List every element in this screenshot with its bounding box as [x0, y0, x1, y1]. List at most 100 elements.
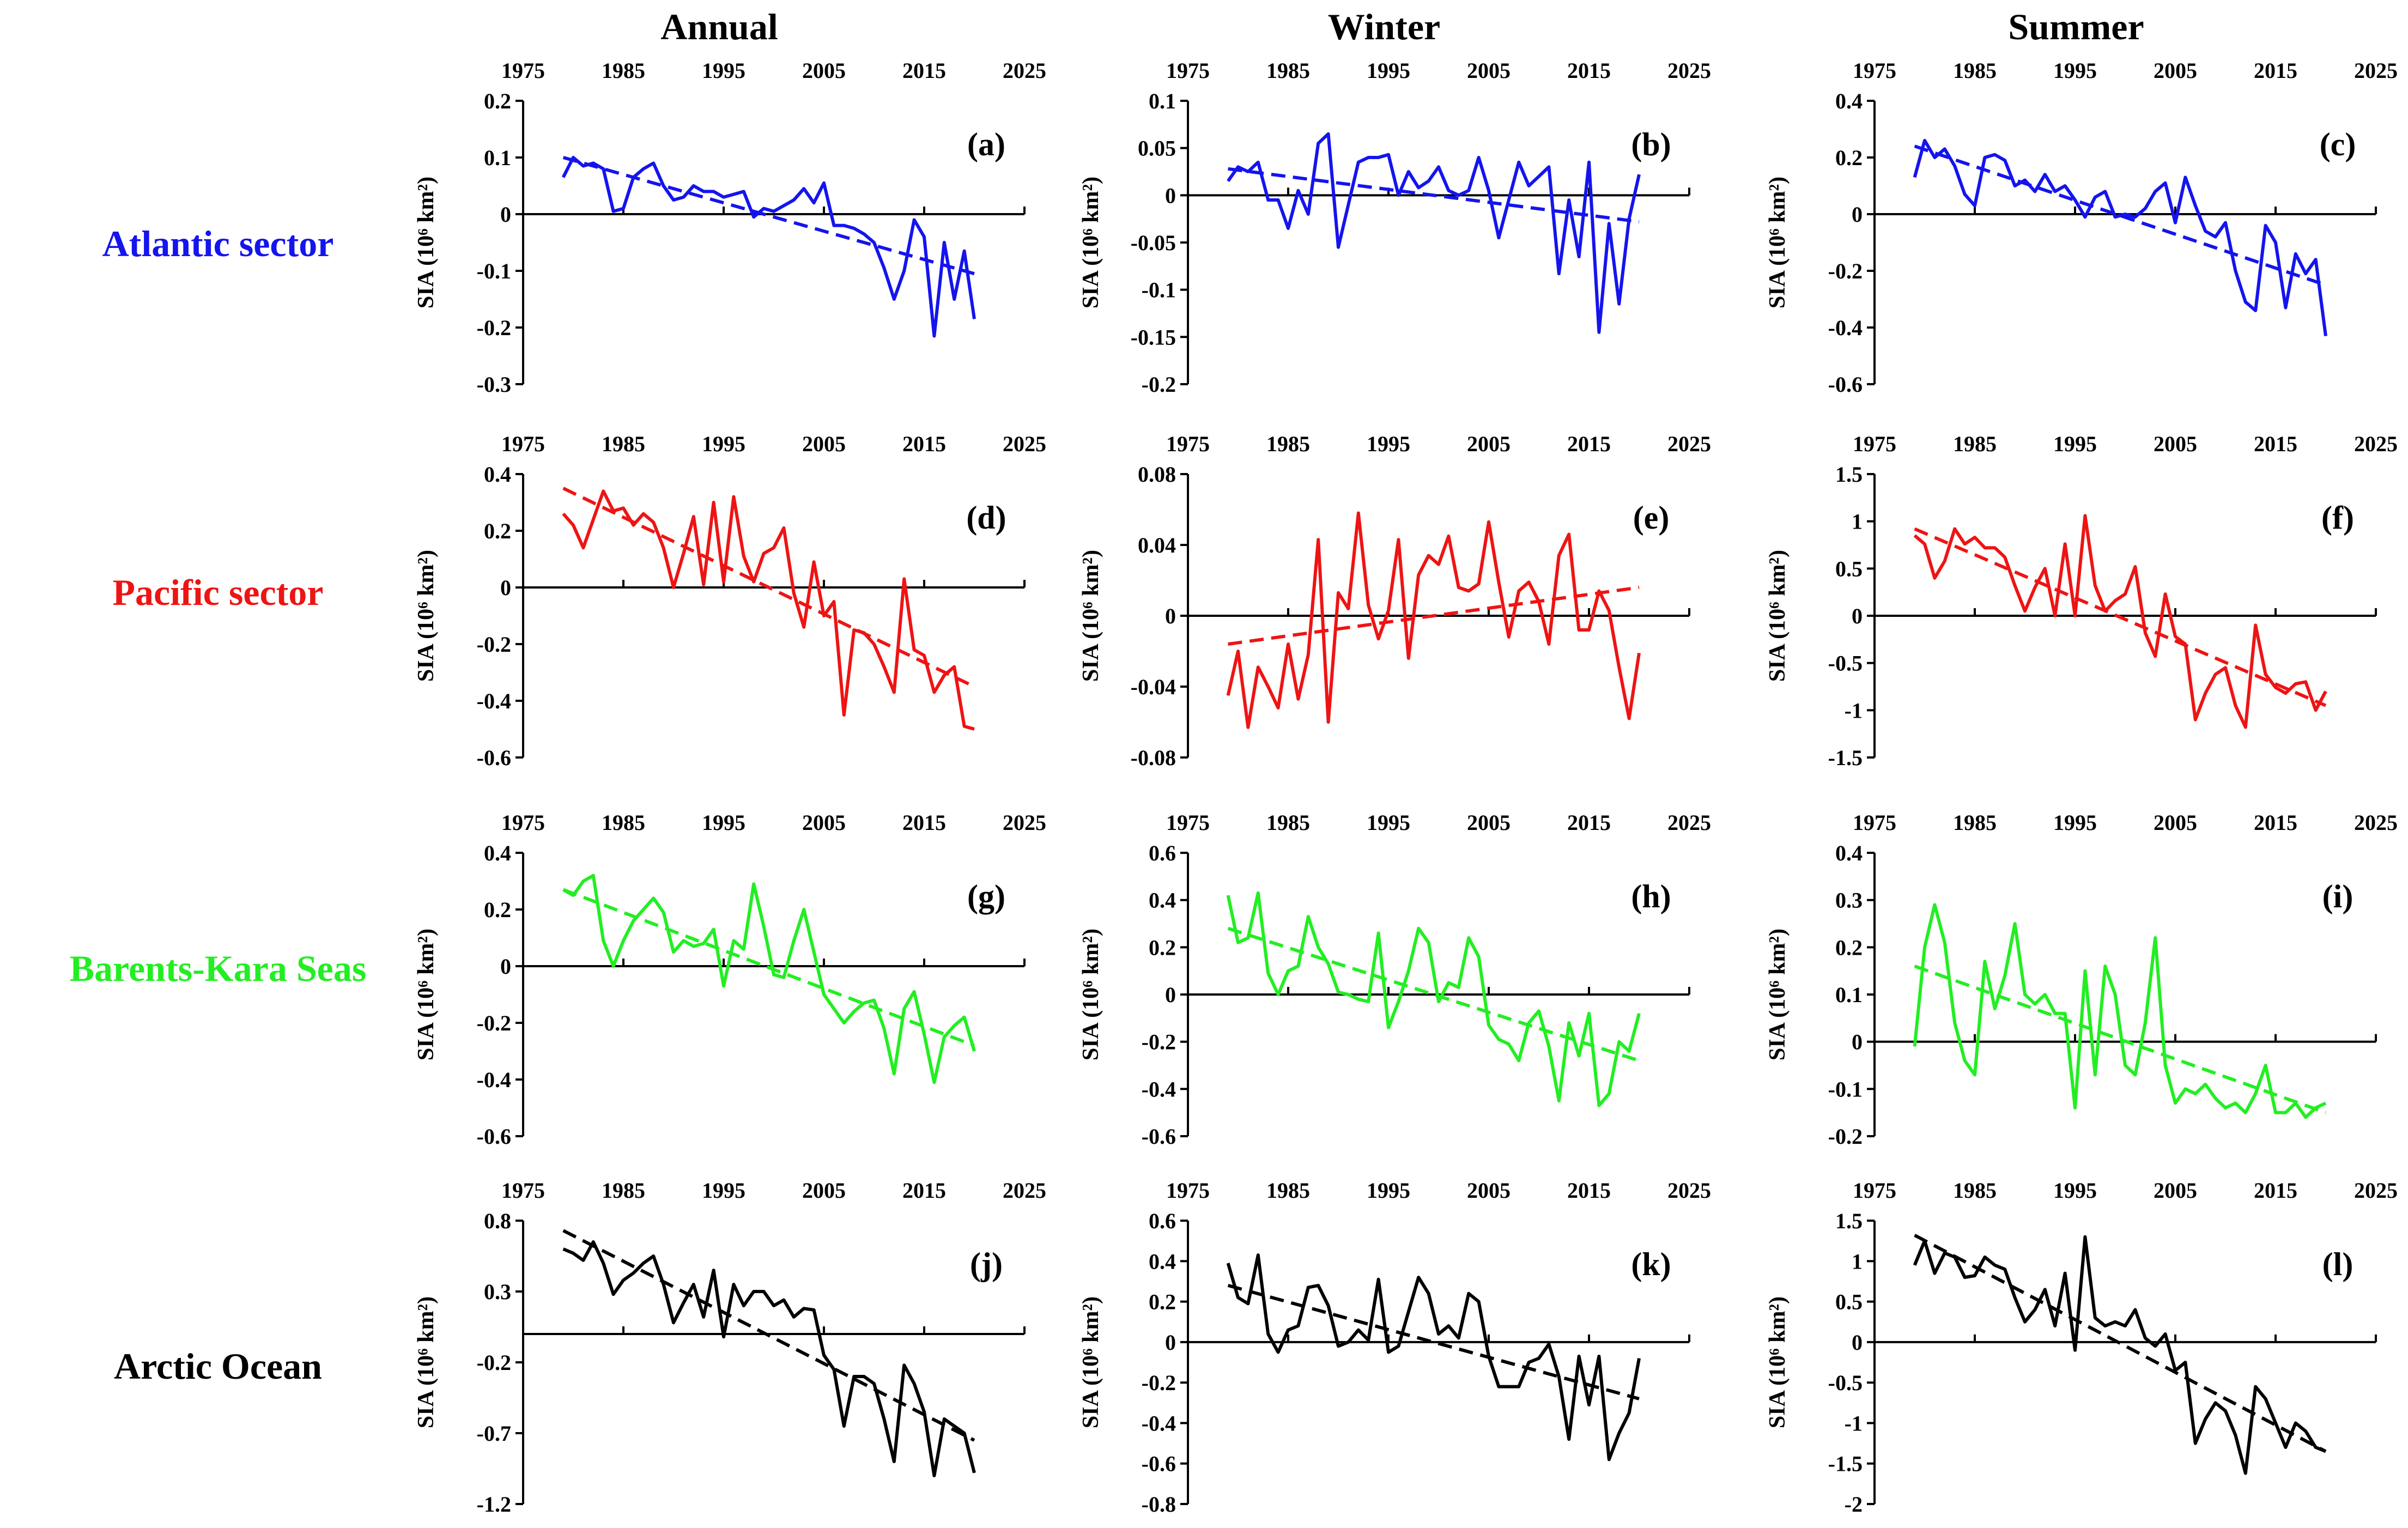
y-axis-label-b: SIA (10⁶ km²): [1078, 177, 1103, 308]
x-tick-label-d-5: 2025: [1003, 432, 1046, 456]
y-tick-label-l-5: -1: [1845, 1411, 1863, 1435]
y-tick-label-j-2: -0.2: [477, 1350, 511, 1375]
y-tick-label-a-5: -0.3: [477, 372, 511, 397]
x-tick-label-c-0: 1975: [1853, 58, 1896, 83]
y-tick-label-i-4: 0: [1852, 1030, 1863, 1054]
y-tick-label-c-0: 0.4: [1835, 89, 1863, 113]
x-tick-label-e-4: 2015: [1567, 432, 1611, 456]
y-tick-label-g-4: -0.4: [477, 1068, 511, 1092]
panel-label-a: (a): [967, 126, 1005, 162]
y-tick-label-g-0: 0.4: [484, 841, 511, 865]
y-tick-label-g-2: 0: [500, 954, 511, 979]
y-axis-label-j: SIA (10⁶ km²): [414, 1296, 439, 1428]
x-tick-label-b-0: 1975: [1166, 58, 1210, 83]
x-tick-label-h-3: 2005: [1467, 810, 1511, 835]
x-tick-label-i-3: 2005: [2154, 810, 2197, 835]
y-tick-label-h-0: 0.6: [1149, 841, 1176, 865]
x-tick-label-l-1: 1985: [1953, 1178, 1997, 1203]
series-line-c: [1913, 138, 2327, 336]
y-tick-label-b-2: 0: [1165, 183, 1176, 208]
x-tick-label-d-0: 1975: [501, 432, 545, 456]
x-tick-label-c-1: 1985: [1953, 58, 1997, 83]
x-tick-label-c-5: 2025: [2354, 58, 2398, 83]
y-tick-label-g-1: 0.2: [484, 898, 511, 922]
series-line-f: [1913, 514, 2327, 729]
y-tick-label-j-3: -0.7: [477, 1421, 511, 1446]
y-tick-label-d-4: -0.4: [477, 689, 511, 713]
x-tick-label-l-4: 2015: [2254, 1178, 2297, 1203]
x-tick-label-l-2: 1995: [2053, 1178, 2097, 1203]
x-tick-label-i-2: 1995: [2053, 810, 2097, 835]
y-tick-label-e-3: -0.04: [1131, 675, 1176, 699]
x-tick-label-a-3: 2005: [802, 58, 846, 83]
y-tick-label-b-4: -0.1: [1142, 278, 1176, 302]
y-tick-label-f-0: 1.5: [1835, 462, 1863, 487]
x-tick-label-h-1: 1985: [1266, 810, 1310, 835]
x-tick-label-b-5: 2025: [1667, 58, 1711, 83]
y-tick-label-l-0: 1.5: [1835, 1209, 1863, 1233]
y-tick-label-i-6: -0.2: [1828, 1124, 1863, 1149]
y-tick-label-j-0: 0.8: [484, 1209, 511, 1233]
panel-label-l: (l): [2322, 1246, 2354, 1282]
y-axis-label-d: SIA (10⁶ km²): [414, 550, 439, 682]
y-tick-label-b-3: -0.05: [1131, 231, 1176, 255]
row-title-barents-kara: Barents-Kara Seas: [70, 948, 367, 989]
x-tick-label-e-2: 1995: [1367, 432, 1410, 456]
panel-label-i: (i): [2322, 878, 2354, 914]
panel-e: 0.08 0.04 0 -0.04 -0.08 1975 1985 1995 2005 2015 2…: [1078, 432, 1711, 770]
panel-label-k: (k): [1631, 1246, 1671, 1282]
panel-h: 0.6 0.4 0.2 0 -0.2 -0.4 -0.6 1975 1985 1995 2005 20…: [1078, 810, 1711, 1149]
x-tick-label-b-2: 1995: [1367, 58, 1410, 83]
y-tick-label-h-6: -0.6: [1142, 1124, 1176, 1149]
x-tick-label-j-5: 2025: [1003, 1178, 1046, 1203]
panel-label-e: (e): [1633, 500, 1670, 536]
x-tick-label-j-0: 1975: [501, 1178, 545, 1203]
y-tick-label-e-1: 0.04: [1138, 533, 1176, 557]
y-tick-label-l-4: -0.5: [1828, 1371, 1863, 1395]
panel-label-c: (c): [2320, 126, 2356, 162]
panel-label-h: (h): [1631, 878, 1671, 914]
y-tick-label-h-4: -0.2: [1142, 1030, 1176, 1054]
x-tick-label-a-0: 1975: [501, 58, 545, 83]
x-tick-label-g-1: 1985: [602, 810, 645, 835]
x-tick-label-j-3: 2005: [802, 1178, 846, 1203]
x-tick-label-e-3: 2005: [1467, 432, 1511, 456]
y-axis-label-k: SIA (10⁶ km²): [1078, 1296, 1103, 1428]
y-tick-label-l-3: 0: [1852, 1330, 1863, 1355]
panel-l: 1.5 1 0.5 0 -0.5 -1 -1.5 -2 1975 1985 1995 2005 2015…: [1765, 1178, 2398, 1517]
panel-c: 0.4 0.2 0 -0.2 -0.4 -0.6 1975 1985 1995 2005 2015 2…: [1765, 58, 2398, 397]
y-tick-label-a-3: -0.1: [477, 259, 511, 283]
x-tick-label-h-0: 1975: [1166, 810, 1210, 835]
y-tick-label-f-5: -1: [1845, 698, 1863, 723]
x-tick-label-f-2: 1995: [2053, 432, 2097, 456]
x-tick-label-i-5: 2025: [2354, 810, 2398, 835]
series-line-k: [1226, 1253, 1641, 1462]
y-tick-label-c-5: -0.6: [1828, 372, 1863, 397]
y-tick-label-f-6: -1.5: [1828, 745, 1863, 770]
x-tick-label-b-1: 1985: [1266, 58, 1310, 83]
y-tick-label-h-3: 0: [1165, 983, 1176, 1007]
x-tick-label-c-2: 1995: [2053, 58, 2097, 83]
y-tick-label-g-3: -0.2: [477, 1011, 511, 1035]
panel-g: 0.4 0.2 0 -0.2 -0.4 -0.6 1975 1985 1995 2005 2015 2…: [414, 810, 1046, 1149]
x-tick-label-h-5: 2025: [1667, 810, 1711, 835]
x-tick-label-k-3: 2005: [1467, 1178, 1511, 1203]
panel-b: 0.1 0.05 0 -0.05 -0.1 -0.15 -0.2 1975 1985 1995 20…: [1078, 58, 1711, 397]
x-tick-label-e-1: 1985: [1266, 432, 1310, 456]
x-tick-label-c-3: 2005: [2154, 58, 2197, 83]
series-line-b: [1227, 132, 1641, 334]
panel-j: 0.8 0.3 -0.2 -0.7 -1.2 1975 1985 1995 2005 2015 20…: [414, 1178, 1046, 1517]
series-line-i: [1913, 903, 2327, 1119]
x-tick-label-g-2: 1995: [702, 810, 745, 835]
y-tick-label-e-0: 0.08: [1138, 462, 1176, 487]
series-line-h: [1226, 891, 1641, 1107]
x-tick-label-k-4: 2015: [1567, 1178, 1611, 1203]
y-tick-label-b-6: -0.2: [1142, 372, 1176, 397]
y-axis-label-f: SIA (10⁶ km²): [1765, 550, 1790, 682]
x-tick-label-a-2: 1995: [702, 58, 745, 83]
x-tick-label-j-2: 1995: [702, 1178, 745, 1203]
y-tick-label-i-3: 0.1: [1835, 983, 1863, 1007]
x-tick-label-j-1: 1985: [602, 1178, 645, 1203]
row-title-arctic-ocean: Arctic Ocean: [114, 1345, 322, 1387]
